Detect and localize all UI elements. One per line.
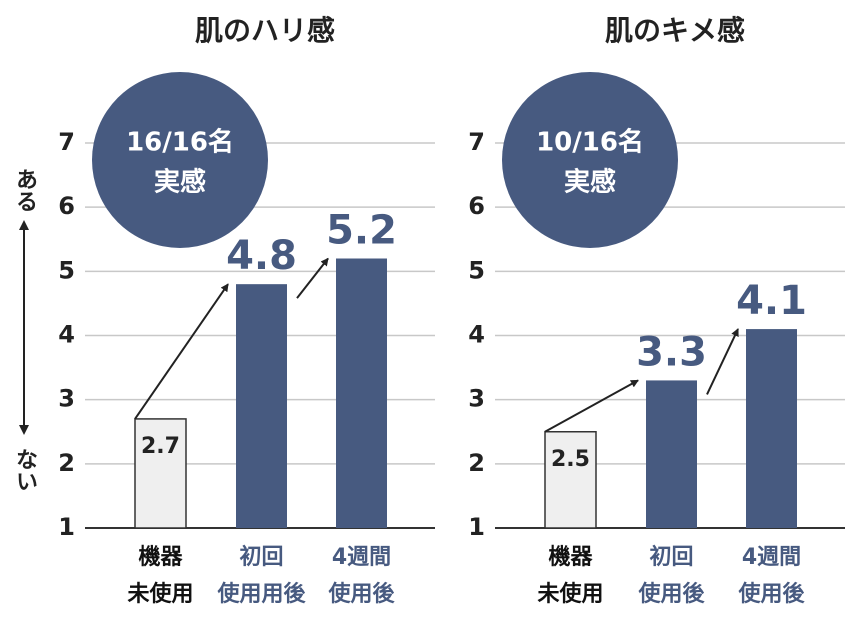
y-tick-label: 4 bbox=[58, 321, 75, 349]
y-tick-label: 6 bbox=[58, 192, 75, 220]
bar bbox=[646, 380, 697, 528]
x-tick-label: 使用後 bbox=[637, 581, 705, 607]
y-tick-label: 6 bbox=[468, 192, 485, 220]
y-axis-top-label: ある bbox=[12, 168, 37, 212]
chart-title: 肌のハリ感 bbox=[195, 14, 335, 47]
x-tick-label: 初回 bbox=[649, 544, 693, 570]
value-label: 5.2 bbox=[326, 208, 397, 254]
y-tick-label: 3 bbox=[58, 385, 75, 413]
value-label: 4.1 bbox=[736, 278, 807, 324]
bar bbox=[134, 418, 187, 529]
x-tick-label: 4週間 bbox=[742, 545, 801, 570]
arrow bbox=[706, 328, 739, 395]
bar bbox=[336, 258, 387, 528]
y-tick-label: 7 bbox=[58, 128, 75, 156]
x-tick-label: 4週間 bbox=[332, 545, 391, 570]
x-tick-label: 初回 bbox=[239, 544, 283, 570]
x-tick-label: 使用後 bbox=[327, 581, 395, 607]
value-label: 2.5 bbox=[551, 447, 590, 472]
y-tick-label: 4 bbox=[468, 321, 485, 349]
badge-text: 実感 bbox=[564, 167, 616, 198]
bar bbox=[544, 431, 597, 529]
y-tick-label: 2 bbox=[58, 449, 75, 477]
y-tick-label: 5 bbox=[468, 256, 485, 284]
badge-text: 16/16名 bbox=[126, 127, 234, 158]
arrow bbox=[296, 257, 329, 299]
badge bbox=[92, 72, 268, 248]
x-tick-label: 未使用 bbox=[127, 582, 193, 607]
y-tick-label: 1 bbox=[468, 513, 485, 541]
y-tick-label: 1 bbox=[58, 513, 75, 541]
x-tick-label: 機器 bbox=[138, 545, 183, 570]
y-tick-label: 5 bbox=[58, 256, 75, 284]
x-tick-label: 機器 bbox=[548, 545, 593, 570]
y-axis-bottom-label: ない bbox=[12, 448, 37, 492]
arrow bbox=[134, 283, 229, 420]
y-tick-label: 3 bbox=[468, 385, 485, 413]
x-tick-label: 使用後 bbox=[737, 581, 805, 607]
x-tick-label: 使用用後 bbox=[216, 581, 306, 607]
y-tick-label: 7 bbox=[468, 128, 485, 156]
bar bbox=[236, 284, 287, 528]
x-tick-label: 未使用 bbox=[537, 582, 603, 607]
bar bbox=[746, 329, 797, 528]
badge bbox=[502, 72, 678, 248]
badge-text: 10/16名 bbox=[536, 127, 644, 158]
chart-title: 肌のキメ感 bbox=[605, 14, 745, 47]
y-tick-label: 2 bbox=[468, 449, 485, 477]
value-label: 4.8 bbox=[226, 233, 297, 279]
value-label: 2.7 bbox=[141, 434, 180, 459]
value-label: 3.3 bbox=[636, 329, 707, 375]
arrow bbox=[544, 379, 639, 433]
badge-text: 実感 bbox=[154, 167, 206, 198]
